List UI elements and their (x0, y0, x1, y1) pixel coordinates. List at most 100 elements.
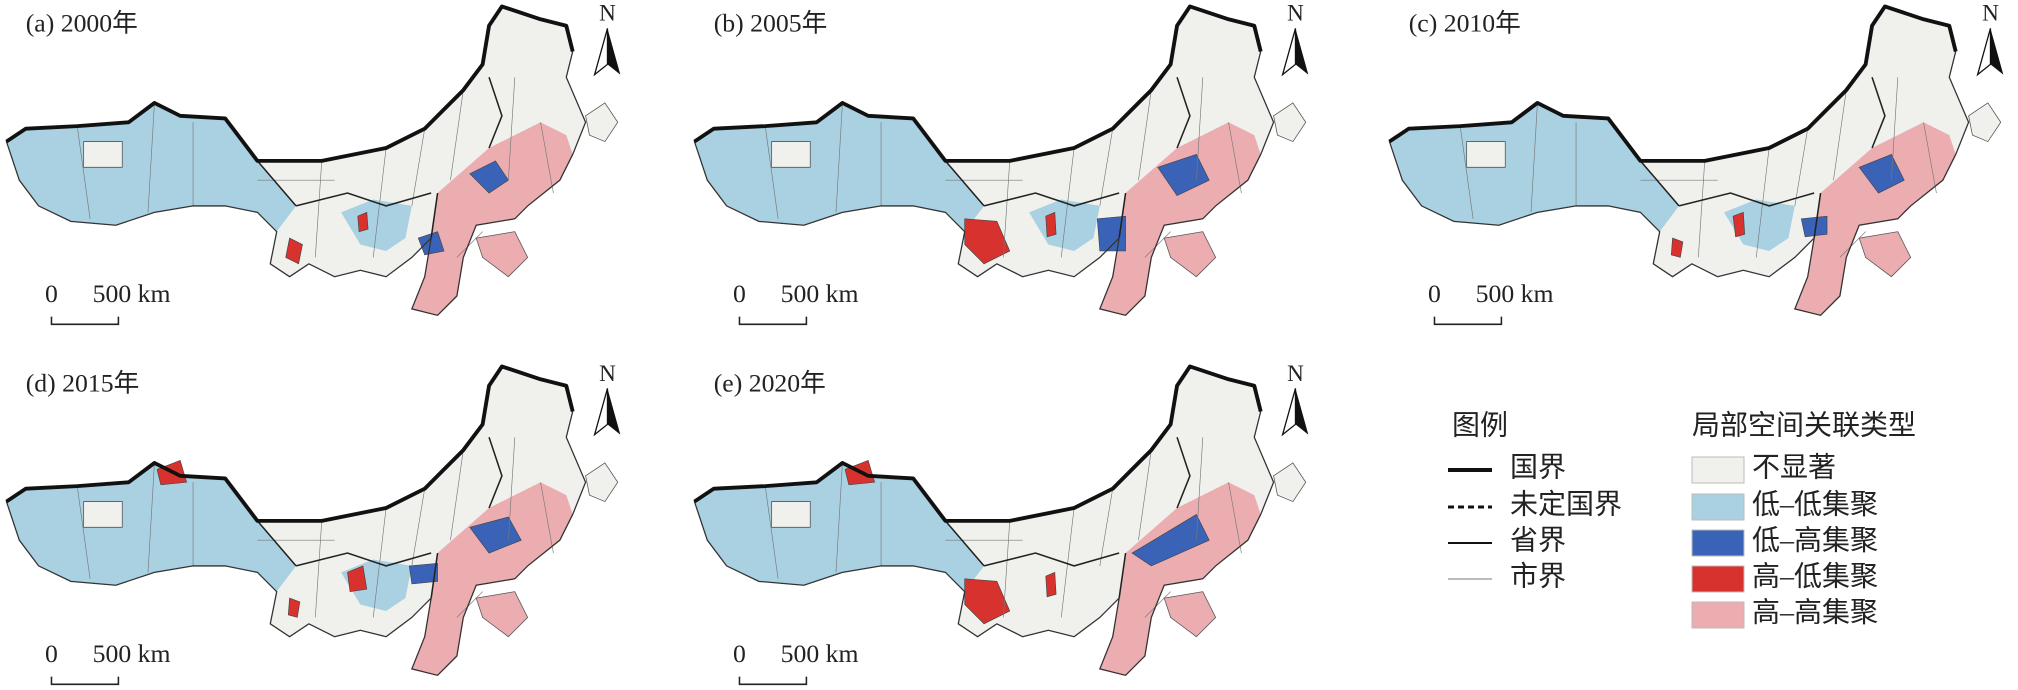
region (1858, 154, 1905, 194)
legend-label: 市界 (1510, 560, 1566, 592)
scale-label: 500 km (93, 279, 171, 308)
panel-title: (d) 2015年 (26, 369, 140, 398)
legend: 图例 国界 未定国界 省界 市界 局部空间关联类型 不显著低–低集聚低–高集聚高… (1448, 409, 1916, 629)
panel-title: (c) 2010年 (1409, 9, 1521, 38)
national-border (1388, 4, 1958, 163)
region (357, 211, 369, 233)
region (585, 462, 619, 503)
legend-label: 省界 (1510, 524, 1566, 556)
region (694, 102, 985, 232)
province-boundary (1639, 76, 1886, 239)
legend-swatch (1691, 565, 1745, 593)
map-panel: (b) 2005年 N 0 500 km (693, 1, 1309, 326)
north-arrow (607, 388, 621, 435)
region (585, 102, 619, 143)
north-arrow (1295, 28, 1309, 75)
north-label: N (1287, 361, 1304, 387)
national-border (693, 364, 1263, 523)
region (475, 591, 529, 638)
city-boundary (76, 77, 554, 258)
region (475, 231, 529, 278)
map-panel: (e) 2020年 N 0 500 km (693, 361, 1309, 686)
scale-label: 500 km (1476, 279, 1554, 308)
city-boundary (764, 77, 1242, 258)
legend-swatch (1691, 456, 1745, 484)
region (1670, 237, 1684, 258)
scale-bar (50, 316, 120, 326)
north-arrow (1295, 388, 1309, 435)
region (1045, 211, 1057, 238)
region (1858, 231, 1912, 278)
region (1029, 559, 1100, 611)
legend-title: 局部空间关联类型 (1692, 409, 1916, 441)
scale-label: 0 (45, 279, 58, 308)
scale-label: 500 km (93, 639, 171, 668)
city-boundary (76, 437, 554, 618)
panel-title: (e) 2020年 (714, 369, 826, 398)
region (83, 501, 123, 528)
national-border (693, 4, 1263, 163)
map-panel: (a) 2000年 N 0 500 km (5, 1, 621, 326)
region (1968, 102, 2002, 143)
region (1163, 591, 1217, 638)
region (1466, 141, 1506, 168)
region (1099, 482, 1261, 676)
legend-label: 国界 (1510, 452, 1566, 483)
region (6, 462, 297, 592)
north-arrow (1281, 28, 1297, 77)
region (1131, 513, 1210, 567)
scale-label: 0 (1428, 279, 1441, 308)
region (287, 597, 301, 618)
region (1732, 211, 1745, 238)
legend-swatch (1691, 529, 1745, 557)
panel-title: (b) 2005年 (714, 9, 828, 38)
region (341, 199, 412, 251)
region (964, 578, 1011, 625)
region (1794, 122, 1956, 316)
region (469, 516, 522, 554)
region (1029, 199, 1100, 251)
national-border (5, 4, 575, 163)
scale-label: 500 km (781, 279, 859, 308)
province-boundary (256, 436, 503, 599)
region (411, 482, 573, 676)
scale-bar (1433, 316, 1503, 326)
region (1800, 215, 1828, 238)
region (1163, 231, 1217, 278)
national-border (5, 364, 575, 523)
north-arrow (593, 28, 609, 77)
scale-label: 0 (733, 279, 746, 308)
city-boundary (1459, 77, 1937, 258)
region (6, 102, 297, 232)
region (1389, 102, 1680, 232)
north-arrow (607, 28, 621, 75)
legend-swatch (1691, 493, 1745, 521)
map-panel: (c) 2010年 N 0 500 km (1388, 1, 2004, 326)
province-boundary (944, 436, 1191, 599)
scale-bar (738, 316, 808, 326)
legend-label: 高–高集聚 (1752, 596, 1878, 628)
panel-title: (a) 2000年 (26, 9, 138, 38)
region (347, 565, 368, 593)
region (1157, 154, 1210, 197)
region (1045, 571, 1057, 598)
legend-title: 图例 (1452, 409, 1508, 441)
north-label: N (1982, 1, 1999, 27)
region (83, 141, 123, 168)
province-boundary (256, 76, 503, 239)
scale-bar (738, 676, 808, 686)
map-panel: (d) 2015年 N 0 500 km (5, 361, 621, 686)
north-arrow (1281, 388, 1297, 437)
north-arrow (1976, 28, 1992, 77)
region (694, 462, 985, 592)
scale-label: 0 (733, 639, 746, 668)
north-label: N (599, 361, 616, 387)
scale-bar (50, 676, 120, 686)
region (285, 237, 303, 265)
legend-label: 低–低集聚 (1752, 488, 1878, 520)
legend-label: 不显著 (1752, 451, 1836, 483)
scale-label: 0 (45, 639, 58, 668)
legend-swatch (1691, 601, 1745, 629)
region (964, 218, 1011, 265)
